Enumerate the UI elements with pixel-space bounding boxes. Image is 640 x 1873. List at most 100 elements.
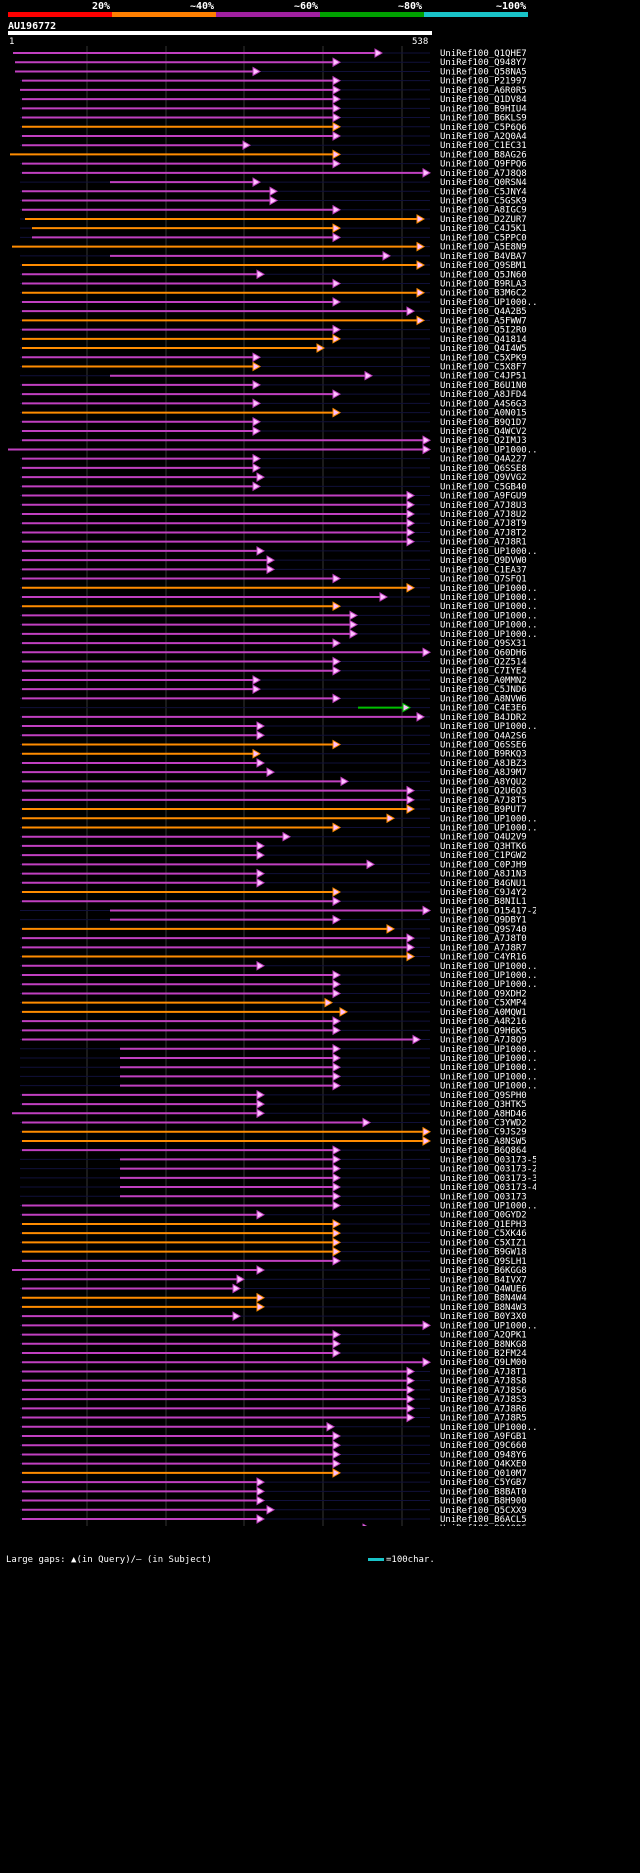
hit-arrow [266, 767, 276, 778]
hit-arrow [332, 297, 342, 307]
hit-row: UniRef100_A0MQW1 [20, 1007, 527, 1018]
hit-label: UniRef100_C0PJH9 [440, 860, 527, 870]
hit-arrow [332, 1431, 342, 1441]
hit-arrow [332, 988, 342, 999]
hit-row: UniRef100_A7J8T5 [20, 794, 527, 806]
hit-row: UniRef100_C5JND6 [20, 684, 527, 695]
hit-arrow [252, 481, 262, 492]
hit-arrow [266, 564, 276, 575]
hit-row: UniRef100_C5GSK9 [20, 195, 527, 207]
hit-arrow [256, 1302, 266, 1312]
hit-row: UniRef100_Q5I2R0 [20, 324, 527, 336]
hit-label: UniRef100_Q94096 [440, 1524, 527, 1526]
hit-arrow [256, 1477, 266, 1487]
hit-arrow [332, 1016, 342, 1026]
hit-label: UniRef100_UP1000.. [440, 611, 536, 621]
hit-row: UniRef100_Q03173-4 [20, 1182, 536, 1193]
hit-row: UniRef100_A7J8R6 [20, 1403, 527, 1414]
hit-arrow [332, 324, 342, 335]
hit-label: UniRef100_A8JFD4 [440, 390, 527, 400]
hit-row: UniRef100_A4R216 [20, 1016, 527, 1027]
hit-row: UniRef100_C5X8F7 [20, 361, 527, 372]
hit-arrow [256, 472, 266, 482]
hit-row: UniRef100_UP1000.. [20, 1080, 536, 1092]
hit-arrow [256, 1486, 266, 1497]
hit-row: UniRef100_Q5JN60 [20, 269, 527, 280]
hit-label: UniRef100_UP1000.. [440, 584, 536, 594]
hit-arrow [256, 1108, 266, 1119]
hit-row: UniRef100_A0N015 [20, 407, 527, 419]
hit-arrow [236, 1274, 246, 1285]
hit-row: UniRef100_C1PGW2 [20, 850, 527, 861]
hit-label: UniRef100_UP1000.. [440, 962, 536, 972]
hit-arrow [416, 711, 426, 722]
hit-label: UniRef100_A7J8T2 [440, 528, 527, 538]
hit-arrow [416, 315, 426, 326]
hit-row: UniRef100_B2FM24 [20, 1348, 527, 1359]
hit-label: UniRef100_C5PPC0 [440, 233, 527, 243]
hit-row: UniRef100_UP1000.. [20, 582, 536, 594]
hit-row: UniRef100_C5PPC0 [20, 232, 527, 243]
hit-label: UniRef100_UP1000.. [440, 1054, 536, 1064]
hit-arrow [326, 1421, 336, 1432]
hit-arrow [422, 444, 432, 455]
hit-arrow [332, 1255, 342, 1266]
hit-row: UniRef100_Q1DV84 [20, 94, 527, 105]
hit-row: UniRef100_A8NVW6 [20, 693, 527, 704]
hit-label: UniRef100_A7J8T9 [440, 519, 527, 529]
hit-label: UniRef100_B8AG26 [440, 150, 527, 160]
scale-segment [320, 12, 424, 17]
hit-arrow [364, 370, 374, 381]
hit-arrow [269, 186, 279, 197]
alignment-plot: UniRef100_Q1QHE7UniRef100_Q948Y7UniRef10… [8, 46, 536, 1526]
hit-arrow [324, 997, 334, 1008]
hit-label: UniRef100_Q03173-3 [440, 1174, 536, 1184]
hit-arrow [332, 970, 342, 980]
hit-arrow [406, 1412, 416, 1423]
hit-arrow [332, 112, 342, 123]
hit-row: UniRef100_O15417-2 [20, 905, 536, 916]
hit-row: UniRef100_A5E8N9 [12, 241, 527, 253]
hit-label: UniRef100_A0MQW1 [440, 1008, 527, 1018]
hit-row: UniRef100_UP1000.. [20, 619, 536, 631]
hit-label: UniRef100_B6KGG8 [440, 1266, 527, 1276]
scale-segment [8, 12, 112, 17]
hit-label: UniRef100_C5GSK9 [440, 197, 527, 207]
hit-row: UniRef100_Q2U6Q3 [20, 785, 527, 797]
hit-row: UniRef100_C9JS29 [20, 1126, 527, 1138]
hit-label: UniRef100_Q4KXE0 [440, 1460, 527, 1470]
hit-arrow [269, 195, 279, 206]
hit-row: UniRef100_A9FGB1 [20, 1431, 527, 1442]
hit-label: UniRef100_UP1000.. [440, 1423, 536, 1433]
hit-arrow [332, 1449, 342, 1460]
scale-label: 20% [92, 1, 111, 12]
hit-row: UniRef100_A7J8S3 [20, 1394, 527, 1405]
hit-arrow [422, 435, 432, 446]
hit-label: UniRef100_UP1000.. [440, 298, 536, 308]
hit-arrow [332, 1182, 342, 1192]
hit-label: UniRef100_C9JS29 [440, 1128, 527, 1138]
query-end-label: 538 [412, 37, 429, 47]
hit-arrow [349, 610, 359, 621]
hit-label: UniRef100_Q9S740 [440, 925, 527, 935]
hit-label: UniRef100_C1EC31 [440, 141, 527, 151]
hit-label: UniRef100_A8HD46 [440, 1109, 527, 1119]
hit-row: UniRef100_Q94096 [362, 1523, 527, 1526]
scale-legend-label: =100char. [386, 1555, 435, 1565]
hit-label: UniRef100_C5YGB7 [440, 1478, 527, 1488]
hit-label: UniRef100_A8NSW5 [440, 1137, 527, 1147]
hit-row: UniRef100_Q948Y6 [20, 1449, 527, 1460]
hit-row: UniRef100_A7J8S6 [20, 1385, 527, 1396]
hit-arrow [406, 518, 416, 529]
hit-label: UniRef100_A8NVW6 [440, 694, 527, 704]
hit-row: UniRef100_UP1000.. [20, 1200, 536, 1212]
hit-label: UniRef100_A7J8S8 [440, 1377, 527, 1387]
hit-label: UniRef100_A9FGB1 [440, 1432, 527, 1442]
hit-row: UniRef100_Q9S740 [20, 924, 527, 935]
hit-row: UniRef100_Q4U2V9 [20, 831, 527, 843]
hit-label: UniRef100_A7J8Q8 [440, 169, 527, 179]
hit-row: UniRef100_Q4WCV2 [20, 426, 527, 437]
hit-arrow [406, 582, 416, 593]
hit-label: UniRef100_A8IGC9 [440, 206, 527, 216]
hit-row: UniRef100_Q7SFQ1 [20, 573, 527, 585]
